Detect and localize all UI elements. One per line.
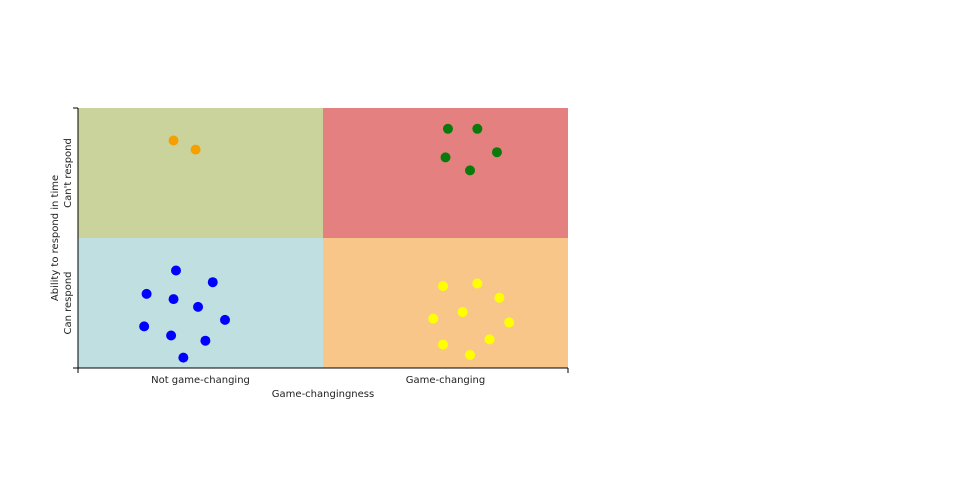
y-axis-title: Ability to respond in time (50, 175, 61, 301)
point (440, 152, 451, 163)
point (193, 301, 204, 312)
x-tick-label: Game-changing (406, 375, 486, 386)
point (220, 314, 230, 325)
point (168, 135, 179, 146)
point (457, 307, 468, 318)
point (491, 147, 502, 158)
x-tick-label: Not game-changing (151, 375, 250, 386)
point (442, 123, 453, 134)
y-tick-label: Can respond (63, 271, 74, 334)
point (484, 334, 495, 345)
point (200, 335, 211, 346)
point (494, 292, 505, 303)
point (472, 278, 483, 289)
point (465, 165, 475, 176)
point (438, 339, 449, 350)
point (166, 330, 177, 341)
point (178, 352, 189, 363)
point (207, 277, 218, 288)
point (139, 321, 150, 332)
point (141, 288, 152, 299)
point (472, 123, 483, 134)
y-tick-label: Can't respond (63, 138, 74, 208)
quadrant (78, 108, 323, 238)
point (465, 350, 475, 360)
point (438, 281, 449, 292)
point (504, 317, 515, 328)
point (190, 144, 201, 155)
point (168, 294, 179, 305)
point (428, 313, 439, 324)
x-axis-title: Game-changingness (272, 389, 374, 400)
point (171, 265, 181, 276)
